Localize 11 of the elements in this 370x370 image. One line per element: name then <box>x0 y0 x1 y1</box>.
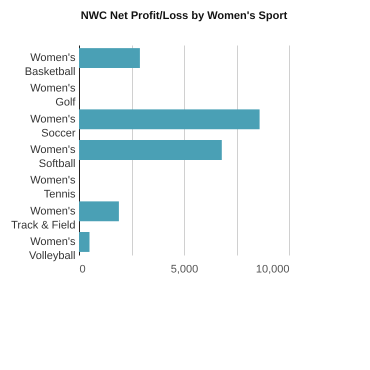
x-tick-label: 10,000 <box>256 264 290 276</box>
y-tick-label: Women's Basketball <box>24 52 76 78</box>
y-tick-label: Women's Golf <box>30 82 76 109</box>
y-tick-label: Women's Volleyball <box>29 236 76 262</box>
chart-title: NWC Net Profit/Loss by Women's Sport <box>80 10 288 22</box>
y-tick-label: Women's Tennis <box>30 174 76 201</box>
x-tick-label: 0 <box>80 264 86 276</box>
y-tick-label: Women's Soccer <box>30 113 76 140</box>
x-tick-label: 5,000 <box>170 264 198 276</box>
y-tick-label: Women's Softball <box>30 144 76 170</box>
y-tick-label: Women's Track & Field <box>11 205 76 232</box>
